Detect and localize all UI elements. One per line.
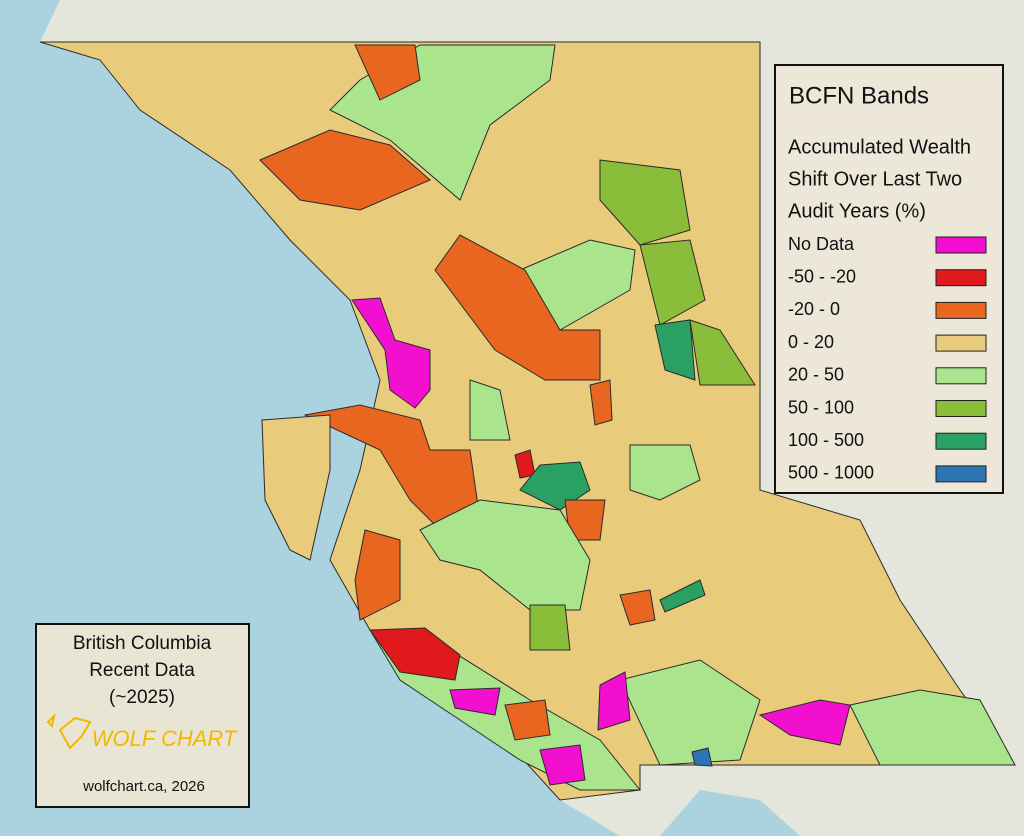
legend-swatch: [935, 269, 987, 287]
region: [689, 319, 756, 386]
info-box: [35, 623, 250, 808]
region: [639, 239, 706, 326]
region: [354, 529, 401, 621]
ocean: [660, 790, 800, 836]
legend-label: 500 - 1000: [788, 463, 874, 483]
region: [589, 379, 613, 426]
region: [539, 744, 586, 786]
region: [434, 234, 601, 381]
region: [529, 604, 571, 651]
legend-label: No Data: [788, 234, 855, 254]
region: [354, 44, 421, 101]
region: [303, 404, 481, 531]
region: [469, 379, 511, 441]
region: [261, 414, 331, 561]
info-line: British Columbia: [73, 633, 212, 654]
legend-swatch: [935, 400, 987, 417]
logo-icon: [46, 712, 92, 750]
legend-label: 100 - 500: [788, 430, 864, 450]
region: [619, 659, 761, 766]
legend-label: 20 - 50: [788, 365, 844, 385]
legend-label: -20 - 0: [788, 299, 840, 319]
legend-label: 0 - 20: [788, 332, 834, 352]
region: [629, 444, 701, 501]
region: [351, 297, 431, 409]
legend-swatch: [935, 465, 987, 483]
info-line: (~2025): [109, 687, 175, 708]
legend-label: 50 - 100: [788, 397, 854, 417]
province: [39, 41, 1016, 801]
region: [659, 579, 706, 613]
legend-swatch: [935, 432, 987, 450]
region: [758, 699, 851, 746]
region: [599, 159, 691, 246]
region: [654, 319, 696, 381]
region: [597, 671, 631, 731]
region: [691, 747, 713, 767]
legend-swatch: [935, 334, 987, 352]
region: [849, 689, 1016, 766]
legend-subtitle: Accumulated Wealth: [788, 136, 971, 158]
region: [504, 699, 551, 741]
legend-subtitle: Shift Over Last Two: [788, 168, 962, 190]
region: [259, 129, 431, 211]
legend-swatch: [935, 301, 987, 319]
credit: wolfchart.ca, 2026: [82, 778, 205, 795]
region: [449, 687, 501, 716]
region: [619, 589, 656, 626]
region: [369, 627, 461, 681]
logo-text: WOLF CHART: [92, 726, 238, 751]
legend-swatch: [935, 367, 987, 385]
legend-title: BCFN Bands: [789, 82, 929, 109]
info-line: Recent Data: [89, 660, 195, 681]
legend-label: -50 - -20: [788, 266, 856, 286]
legend-subtitle: Audit Years (%): [788, 200, 926, 222]
legend-swatch: [935, 236, 987, 254]
